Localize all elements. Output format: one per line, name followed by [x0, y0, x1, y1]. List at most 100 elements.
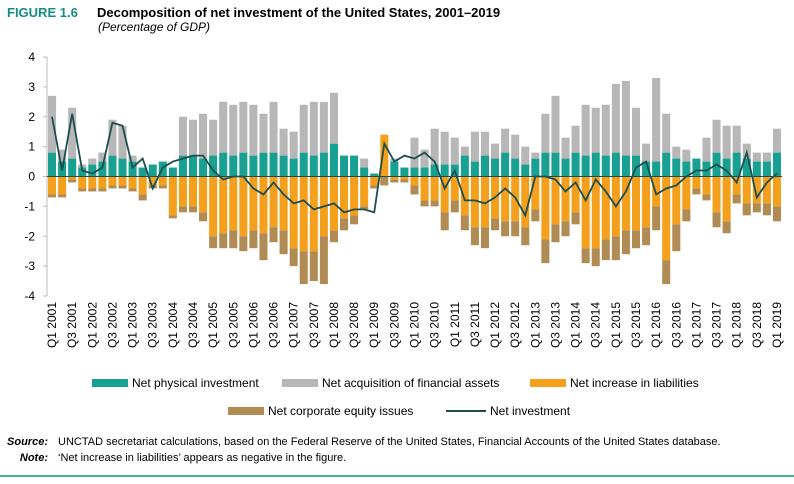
bar	[762, 152, 771, 162]
bar	[48, 95, 57, 153]
bar	[742, 176, 751, 204]
bar	[682, 161, 691, 177]
bar	[249, 230, 258, 249]
bar	[229, 104, 238, 156]
bar	[168, 176, 177, 216]
bar	[48, 152, 57, 177]
bar	[440, 131, 449, 165]
bar	[672, 146, 681, 159]
bar	[128, 176, 137, 189]
bar	[601, 155, 610, 177]
x-tick-label: Q3 2001	[65, 302, 79, 348]
bar	[269, 227, 278, 243]
bar	[732, 152, 741, 177]
chart-title: Decomposition of net investment of the U…	[97, 5, 500, 20]
y-tick-label: 0	[28, 170, 35, 184]
bar	[98, 161, 107, 177]
legend-swatch	[92, 379, 128, 387]
bar	[329, 230, 338, 243]
bar	[249, 104, 258, 156]
bar	[199, 158, 208, 177]
bar	[772, 176, 781, 207]
bar	[339, 155, 349, 177]
legend-swatch	[228, 407, 264, 415]
bar	[410, 167, 419, 177]
x-tick-label: Q1 2017	[689, 302, 703, 348]
bar	[339, 176, 349, 219]
bar	[88, 158, 97, 165]
bar	[470, 176, 479, 228]
bar	[239, 236, 248, 252]
bar	[178, 116, 187, 156]
bar	[249, 176, 258, 231]
bar	[732, 194, 741, 204]
y-tick-label: 1	[28, 140, 35, 154]
x-tick-label: Q1 2006	[246, 302, 260, 348]
bar	[631, 230, 641, 249]
bar	[108, 155, 117, 177]
bar	[279, 155, 288, 177]
bar	[561, 158, 570, 177]
bar	[158, 176, 167, 186]
bar	[692, 176, 701, 189]
bar	[601, 176, 610, 240]
bar	[521, 176, 530, 228]
bar	[108, 119, 117, 156]
bar	[68, 179, 77, 183]
bar	[219, 152, 228, 177]
bar	[722, 176, 731, 222]
bar	[390, 161, 399, 177]
bar	[400, 167, 409, 177]
bar	[58, 194, 67, 198]
bar	[672, 224, 681, 252]
bar	[299, 104, 308, 153]
bar	[360, 167, 369, 177]
x-tick-label: Q1 2011	[448, 302, 462, 347]
bar	[98, 176, 107, 189]
bar	[209, 119, 218, 156]
bar	[682, 149, 691, 162]
bar	[229, 155, 238, 177]
bar	[450, 176, 459, 201]
source-text: UNCTAD secretariat calculations, based o…	[58, 436, 721, 448]
bar	[491, 143, 500, 159]
bar	[88, 188, 97, 192]
bar	[239, 101, 248, 153]
bar	[571, 152, 580, 177]
bar	[591, 107, 600, 153]
note-label: Note:	[20, 452, 48, 464]
bar	[551, 95, 560, 153]
bar	[279, 128, 288, 156]
bar	[642, 143, 651, 162]
legend-label: Net investment	[490, 404, 571, 418]
x-tick-label: Q1 2009	[367, 302, 381, 348]
bar	[128, 161, 137, 177]
bar	[762, 203, 771, 216]
legend-label: Net increase in liabilities	[570, 376, 699, 390]
bar	[118, 185, 127, 189]
bar	[652, 77, 661, 162]
x-tick-label: Q1 2018	[730, 302, 744, 348]
y-tick-label: -4	[24, 289, 35, 303]
bar	[309, 251, 318, 282]
bar	[762, 176, 771, 204]
bar	[460, 155, 469, 177]
bar	[712, 176, 721, 213]
bar	[752, 152, 761, 162]
bar	[158, 185, 167, 189]
x-tick-label: Q1 2004	[166, 302, 180, 348]
bar	[591, 176, 600, 249]
bar	[440, 176, 449, 213]
bar	[702, 161, 711, 177]
bar	[108, 185, 117, 189]
bar	[591, 152, 600, 177]
bar	[450, 137, 459, 165]
bar	[722, 221, 731, 234]
bar	[209, 236, 218, 249]
bar	[712, 212, 721, 228]
x-tick-label: Q3 2016	[669, 302, 683, 348]
bar	[178, 206, 187, 213]
x-tick-label: Q3 2005	[226, 302, 240, 348]
x-tick-label: Q3 2018	[750, 302, 764, 348]
bar	[752, 161, 761, 177]
